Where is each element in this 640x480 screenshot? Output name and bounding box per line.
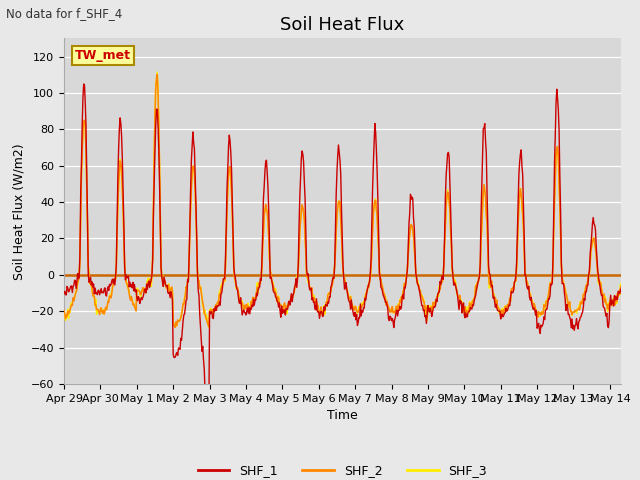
SHF_1 (302, 229, 310, 235)
Line: SHF_2: SHF_2 (64, 74, 627, 327)
SHF_1 (205, 417, 212, 423)
SHF_2 (154, 72, 161, 77)
Text: No data for f_SHF_4: No data for f_SHF_4 (6, 7, 123, 20)
SHF_3 (302, 251, 310, 256)
SHF_1 (323, 303, 331, 309)
SHF_1 (623, 205, 631, 211)
SHF_1 (63, 292, 70, 298)
SHF_3 (205, 324, 212, 330)
SHF_2 (623, 204, 631, 210)
SHF_3 (479, 188, 487, 193)
Y-axis label: Soil Heat Flux (W/m2): Soil Heat Flux (W/m2) (12, 143, 25, 279)
SHF_1 (466, 308, 474, 314)
SHF_2 (302, 250, 310, 255)
X-axis label: Time: Time (327, 409, 358, 422)
SHF_3 (63, 315, 70, 321)
Line: SHF_1: SHF_1 (64, 84, 627, 420)
SHF_3 (139, 287, 147, 293)
Legend: SHF_1, SHF_2, SHF_3: SHF_1, SHF_2, SHF_3 (193, 459, 492, 480)
Line: SHF_3: SHF_3 (64, 72, 627, 327)
SHF_3 (466, 299, 474, 305)
SHF_2 (63, 312, 70, 318)
SHF_3 (323, 299, 331, 304)
SHF_2 (466, 300, 474, 306)
SHF_3 (154, 69, 161, 75)
SHF_1 (140, 292, 147, 298)
SHF_1 (479, 126, 487, 132)
SHF_3 (60, 311, 68, 316)
SHF_2 (323, 300, 331, 306)
SHF_2 (479, 190, 487, 196)
Title: Soil Heat Flux: Soil Heat Flux (280, 16, 404, 34)
SHF_2 (172, 324, 179, 330)
Text: TW_met: TW_met (75, 49, 131, 62)
SHF_3 (623, 204, 631, 210)
SHF_1 (80, 81, 88, 87)
SHF_2 (139, 285, 147, 290)
SHF_1 (60, 290, 68, 296)
SHF_2 (60, 308, 68, 313)
